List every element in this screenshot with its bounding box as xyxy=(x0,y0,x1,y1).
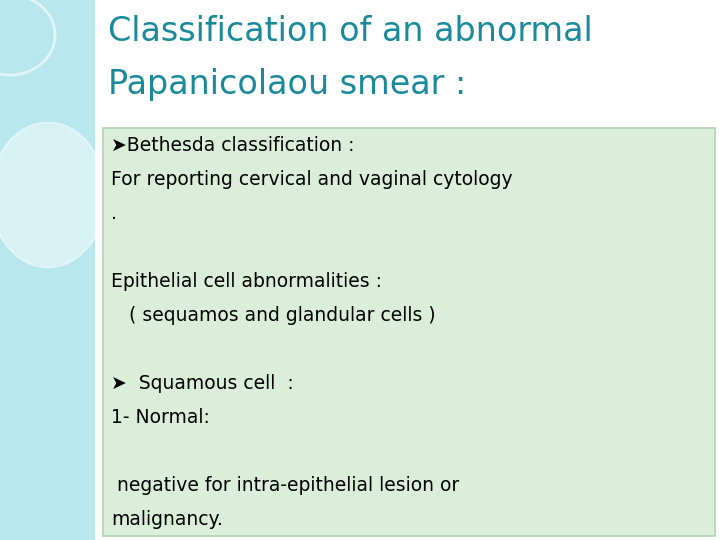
Text: Classification of an abnormal: Classification of an abnormal xyxy=(108,15,593,48)
Text: 1- Normal:: 1- Normal: xyxy=(111,408,210,427)
Text: ➤  Squamous cell  :: ➤ Squamous cell : xyxy=(111,374,294,393)
Text: malignancy.: malignancy. xyxy=(111,510,223,529)
Text: ( sequamos and glandular cells ): ( sequamos and glandular cells ) xyxy=(111,306,436,325)
FancyBboxPatch shape xyxy=(0,0,95,540)
Text: negative for intra-epithelial lesion or: negative for intra-epithelial lesion or xyxy=(111,476,459,495)
Text: Epithelial cell abnormalities :: Epithelial cell abnormalities : xyxy=(111,272,382,291)
Ellipse shape xyxy=(0,123,106,267)
FancyBboxPatch shape xyxy=(103,128,715,536)
Text: Papanicolaou smear :: Papanicolaou smear : xyxy=(108,68,467,101)
Text: .: . xyxy=(111,204,117,223)
Text: For reporting cervical and vaginal cytology: For reporting cervical and vaginal cytol… xyxy=(111,170,513,189)
Text: ➤Bethesda classification :: ➤Bethesda classification : xyxy=(111,136,354,155)
